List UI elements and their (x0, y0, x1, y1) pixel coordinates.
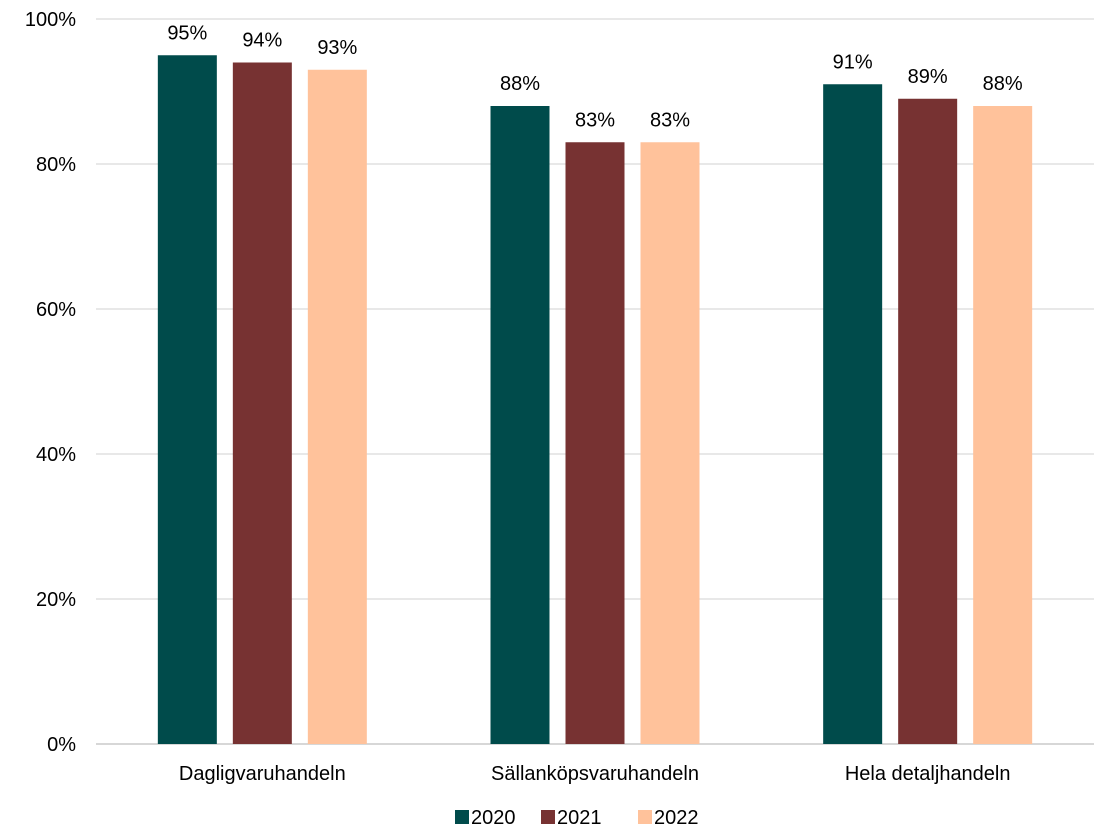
data-label: 93% (317, 37, 357, 59)
data-label: 88% (500, 73, 540, 95)
bar-2022-3 (973, 106, 1033, 744)
category-label: Dagligvaruhandeln (179, 763, 346, 785)
bar-2020-3 (823, 84, 883, 744)
bar-2021-3 (898, 98, 958, 744)
bar-2022-2 (640, 142, 700, 744)
data-labels: 95% 94% 93% 88% 83% 83% 91% 89% 88% (167, 22, 1023, 131)
y-tick-label: 60% (36, 299, 76, 321)
bar-2022-1 (307, 69, 367, 744)
legend-swatch-2022 (638, 810, 652, 824)
legend-label: 2022 (654, 807, 699, 829)
data-label: 89% (908, 66, 948, 88)
data-label: 83% (650, 109, 690, 131)
legend-label: 2021 (557, 807, 602, 829)
legend-swatch-2021 (541, 810, 555, 824)
y-tick-label: 80% (36, 154, 76, 176)
category-label: Sällanköpsvaruhandeln (491, 763, 699, 785)
x-axis-category-labels: Dagligvaruhandeln Sällanköpsvaruhandeln He… (179, 763, 1011, 785)
y-tick-label: 0% (47, 734, 76, 756)
data-label: 91% (833, 51, 873, 73)
data-label: 95% (167, 22, 207, 44)
data-label: 88% (983, 73, 1023, 95)
bar-2021-2 (565, 142, 625, 744)
bar-2020-2 (490, 106, 550, 744)
legend-label: 2020 (471, 807, 516, 829)
bars (157, 55, 1033, 744)
y-tick-label: 20% (36, 589, 76, 611)
data-label: 94% (242, 30, 282, 52)
category-label: Hela detaljhandeln (845, 763, 1011, 785)
y-tick-label: 100% (25, 9, 76, 31)
y-tick-label: 40% (36, 444, 76, 466)
legend: 2020 2021 2022 (455, 807, 699, 829)
legend-swatch-2020 (455, 810, 469, 824)
bar-2020-1 (157, 55, 217, 744)
bar-2021-1 (232, 62, 292, 744)
data-label: 83% (575, 109, 615, 131)
y-axis-tick-labels: 0% 20% 40% 60% 80% 100% (25, 9, 76, 756)
